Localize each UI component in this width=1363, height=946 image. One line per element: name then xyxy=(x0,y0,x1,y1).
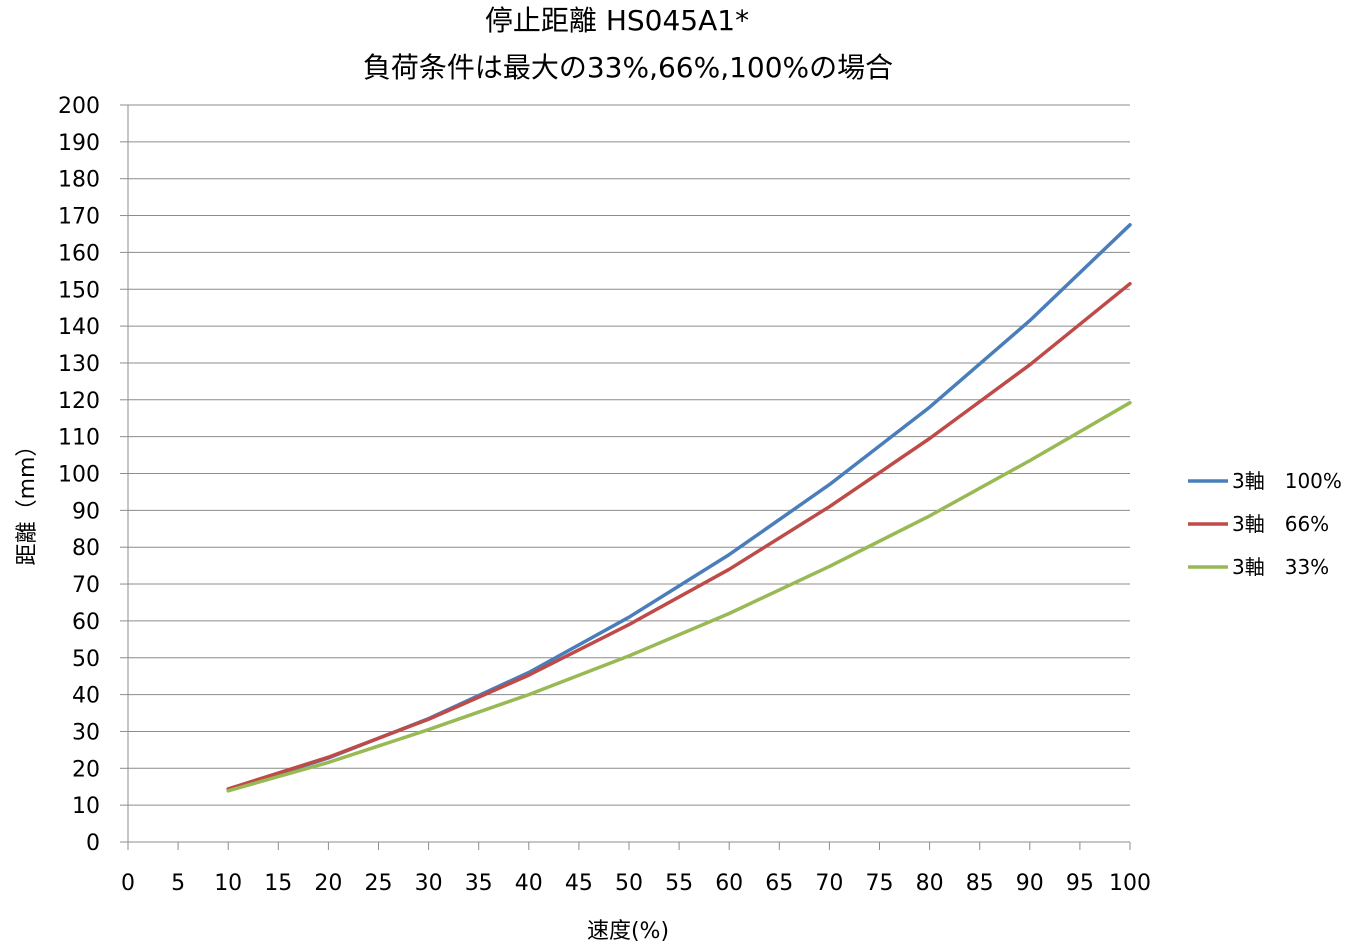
x-tick-labels: 0 5 10 15 20 25 30 35 40 45 50 55 60 65 70 75 80 85 90 95 10… xyxy=(121,871,1151,896)
x-tick-label: 50 xyxy=(615,871,643,896)
y-tick-label: 140 xyxy=(58,315,100,340)
legend: 3軸 100% 3軸 66% 3軸 33% xyxy=(1188,469,1342,579)
y-tick-label: 40 xyxy=(72,684,100,709)
chart-title-line-1: 停止距離 HS045A1* xyxy=(485,4,749,37)
x-tick-label: 40 xyxy=(515,871,543,896)
y-tick-label: 180 xyxy=(58,168,100,193)
x-tick-label: 65 xyxy=(765,871,793,896)
y-axis-label: 距離（mm） xyxy=(15,435,40,566)
y-tick-label: 160 xyxy=(58,241,100,266)
grid xyxy=(128,104,1130,806)
x-tick-label: 10 xyxy=(214,871,242,896)
x-tick-label: 35 xyxy=(465,871,493,896)
x-tick-label: 0 xyxy=(121,871,135,896)
y-tick-label: 60 xyxy=(72,610,100,635)
series-line-2 xyxy=(226,281,1132,791)
y-tick-label: 130 xyxy=(58,352,100,377)
y-tick-label: 20 xyxy=(72,757,100,782)
x-tick-label: 80 xyxy=(916,871,944,896)
legend-label-2: 3軸 66% xyxy=(1232,512,1329,536)
y-tick-label: 100 xyxy=(58,463,100,488)
x-tick-label: 100 xyxy=(1109,871,1151,896)
x-tick-label: 15 xyxy=(264,871,292,896)
x-tick-label: 25 xyxy=(365,871,393,896)
y-tick-label: 110 xyxy=(58,426,100,451)
x-tick-label: 60 xyxy=(715,871,743,896)
x-tick-label: 90 xyxy=(1016,871,1044,896)
x-tick-label: 30 xyxy=(415,871,443,896)
chart-title-line-2: 負荷条件は最大の33%,66%,100%の場合 xyxy=(363,51,893,84)
series-group xyxy=(226,223,1132,793)
y-tick-labels: 0 10 20 30 40 50 60 70 80 90 100 110 120 130 140 150 160… xyxy=(58,94,100,856)
x-tick-label: 95 xyxy=(1066,871,1094,896)
y-tick-label: 120 xyxy=(58,389,100,414)
x-tick-label: 20 xyxy=(314,871,342,896)
y-tick-label: 90 xyxy=(72,499,100,524)
y-tick-label: 70 xyxy=(72,573,100,598)
x-tick-label: 75 xyxy=(866,871,894,896)
y-tick-label: 150 xyxy=(58,278,100,303)
y-tick-label: 10 xyxy=(72,794,100,819)
y-tick-label: 80 xyxy=(72,536,100,561)
series-line-3 xyxy=(226,400,1132,793)
y-tick-label: 190 xyxy=(58,131,100,156)
x-axis-label: 速度(%) xyxy=(587,919,669,944)
legend-label-3: 3軸 33% xyxy=(1232,555,1329,579)
legend-label-1: 3軸 100% xyxy=(1232,469,1342,493)
y-tick-label: 170 xyxy=(58,205,100,230)
x-tick-label: 70 xyxy=(815,871,843,896)
series-line-1 xyxy=(226,223,1132,792)
x-tick-label: 55 xyxy=(665,871,693,896)
y-tick-label: 0 xyxy=(86,831,100,856)
x-tick-label: 5 xyxy=(171,871,185,896)
y-tick-label: 30 xyxy=(72,720,100,745)
x-tick-label: 85 xyxy=(966,871,994,896)
y-tick-label: 50 xyxy=(72,647,100,672)
y-tick-label: 200 xyxy=(58,94,100,119)
x-tick-label: 45 xyxy=(565,871,593,896)
axes xyxy=(120,104,1131,850)
